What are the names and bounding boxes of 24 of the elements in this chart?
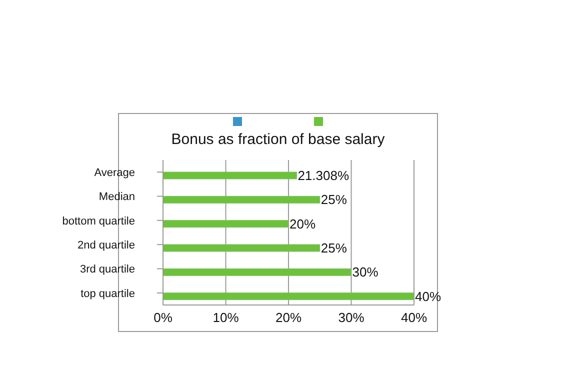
data-label: 40% xyxy=(415,288,442,304)
chart-title: Bonus as fraction of base salary xyxy=(170,131,386,148)
bar xyxy=(163,244,320,252)
y-tick-label: 2nd quartile xyxy=(78,239,135,252)
data-label: 30% xyxy=(352,264,379,280)
bar xyxy=(163,196,320,204)
y-tick-label: Average xyxy=(94,166,135,179)
bar xyxy=(163,268,352,276)
data-label: 25% xyxy=(320,240,348,256)
x-tick-label: 0% xyxy=(154,310,173,326)
bar xyxy=(163,292,414,300)
data-label: 20% xyxy=(290,216,316,232)
bar xyxy=(163,172,297,180)
x-tick-label: 40% xyxy=(400,310,428,326)
y-tick-label: bottom quartile xyxy=(62,215,135,228)
x-tick-label: 10% xyxy=(212,310,240,326)
data-label: 25% xyxy=(320,192,348,208)
x-tick-label: 20% xyxy=(275,310,302,326)
x-tick-label: 30% xyxy=(338,310,365,326)
y-tick-label: Median xyxy=(98,191,135,204)
data-label: 21.308% xyxy=(298,168,350,183)
y-tick-label: top quartile xyxy=(80,288,135,300)
y-tick-label: 3rd quartile xyxy=(80,264,135,276)
bar xyxy=(163,220,289,228)
